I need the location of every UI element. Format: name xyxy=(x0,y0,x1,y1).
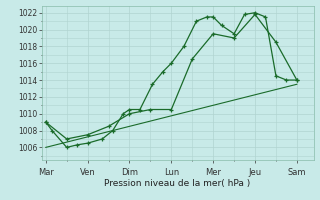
X-axis label: Pression niveau de la mer( hPa ): Pression niveau de la mer( hPa ) xyxy=(104,179,251,188)
